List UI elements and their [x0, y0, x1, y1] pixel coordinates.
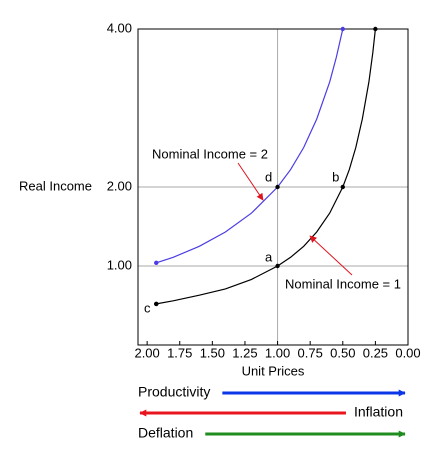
- y-tick-label: 2.00: [107, 178, 132, 193]
- point: [275, 263, 280, 269]
- point: [275, 184, 280, 190]
- curve: [156, 28, 344, 264]
- x-tick-label: 1.75: [167, 345, 192, 360]
- arrow-label: Productivity: [138, 384, 210, 400]
- annotation: Nominal Income = 2: [152, 146, 268, 161]
- arrow-label: Inflation: [354, 404, 403, 420]
- x-tick-label: 2.00: [134, 345, 159, 360]
- x-tick-label: 1.50: [200, 345, 225, 360]
- y-tick-label: 4.00: [107, 20, 132, 35]
- end-point: [154, 260, 159, 266]
- point-label: a: [265, 249, 273, 264]
- x-axis-label: Unit Prices: [242, 363, 305, 378]
- x-tick-label: 0.25: [363, 345, 388, 360]
- point-label: d: [265, 169, 272, 184]
- annotation-arrow: [309, 235, 353, 276]
- annotation-arrow: [237, 162, 264, 201]
- x-tick-label: 1.00: [265, 345, 290, 360]
- curve: [156, 28, 376, 305]
- point: [340, 184, 345, 190]
- y-tick-label: 1.00: [107, 257, 132, 272]
- end-point: [340, 26, 345, 32]
- plot-frame: [137, 28, 409, 346]
- arrow-label: Deflation: [138, 425, 193, 441]
- x-tick-label: 0.75: [298, 345, 323, 360]
- x-tick-label: 1.25: [232, 345, 257, 360]
- point-label: c: [144, 300, 151, 315]
- point: [154, 301, 159, 307]
- point-label: b: [332, 169, 339, 184]
- annotation: Nominal Income = 1: [285, 276, 401, 291]
- x-tick-label: 0.00: [395, 345, 420, 360]
- end-point: [373, 26, 378, 32]
- x-tick-label: 0.50: [330, 345, 355, 360]
- y-axis-label: Real Income: [19, 178, 92, 193]
